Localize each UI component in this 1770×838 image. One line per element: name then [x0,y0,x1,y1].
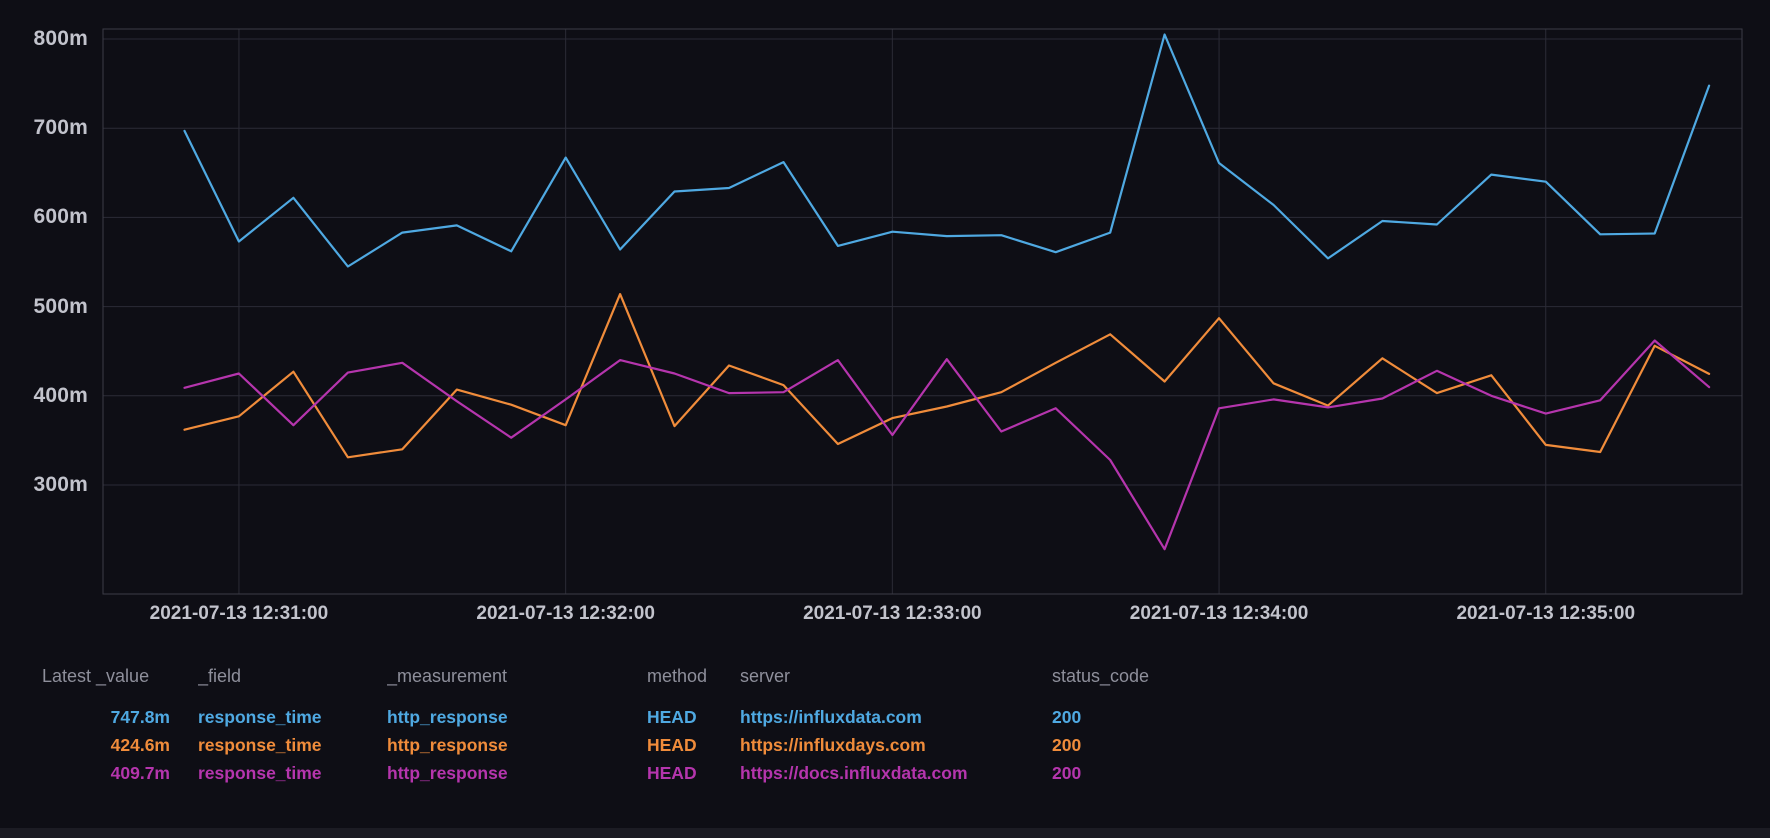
series-line [183,33,1711,268]
legend-cell-method: HEAD [647,707,697,727]
legend-cell-method: HEAD [647,763,697,783]
x-tick-label: 2021-07-13 12:33:00 [803,603,982,624]
legend-cell-latest_value: 424.6m [110,735,170,755]
y-tick-label: 700m [33,116,88,140]
y-tick-label: 600m [33,205,88,229]
legend-cell-server: https://influxdata.com [740,707,922,727]
x-tick-label: 2021-07-13 12:31:00 [149,603,329,624]
legend-header-cell: status_code [1052,666,1150,686]
legend-cell-field: response_time [198,707,322,727]
legend-cell-measurement: http_response [387,763,508,783]
legend-row: 747.8m response_time http_response HEAD http… [0,703,1770,731]
legend-cell-field: response_time [198,763,322,783]
legend-cell-latest_value: 409.7m [110,763,170,783]
series-line [183,293,1711,459]
legend-cell-status_code: 200 [1052,707,1082,727]
horizontal-scrollbar-track[interactable] [0,828,1770,838]
legend-cell-status_code: 200 [1052,735,1082,755]
legend-table: Latest _value _field _measurement method ser… [0,663,1770,787]
legend-row: 424.6m response_time http_response HEAD http… [0,731,1770,759]
legend-header-row: Latest _value _field _measurement method ser… [0,663,1770,689]
series-line [183,339,1711,551]
legend-cell-latest_value: 747.8m [110,707,170,727]
y-tick-label: 500m [33,294,88,318]
y-tick-label: 800m [33,27,88,50]
legend-rows: 747.8m response_time http_response HEAD http… [0,703,1770,787]
plot-border [102,28,1743,595]
legend-cell-method: HEAD [647,735,697,755]
x-tick-label: 2021-07-13 12:34:00 [1129,603,1309,624]
legend-header-cell: _measurement [387,666,508,686]
legend-cell-measurement: http_response [387,735,508,755]
legend-cell-field: response_time [198,735,322,755]
legend-cell-status_code: 200 [1052,763,1082,783]
legend-cell-server: https://docs.influxdata.com [740,763,968,783]
y-tick-label: 400m [33,383,88,407]
y-tick-label: 300m [33,473,88,496]
x-tick-label: 2021-07-13 12:32:00 [476,603,655,624]
legend-cell-measurement: http_response [387,707,508,727]
legend-row: 409.7m response_time http_response HEAD http… [0,759,1770,787]
legend-header-cell: _field [198,666,242,686]
response-time-chart[interactable] [0,0,1770,598]
legend-header-cell: method [647,666,708,686]
legend-header-cell: Latest _value [42,666,150,686]
legend-cell-server: https://influxdays.com [740,735,926,755]
legend-header-cell: server [740,666,791,686]
x-tick-label: 2021-07-13 12:35:00 [1456,603,1636,624]
